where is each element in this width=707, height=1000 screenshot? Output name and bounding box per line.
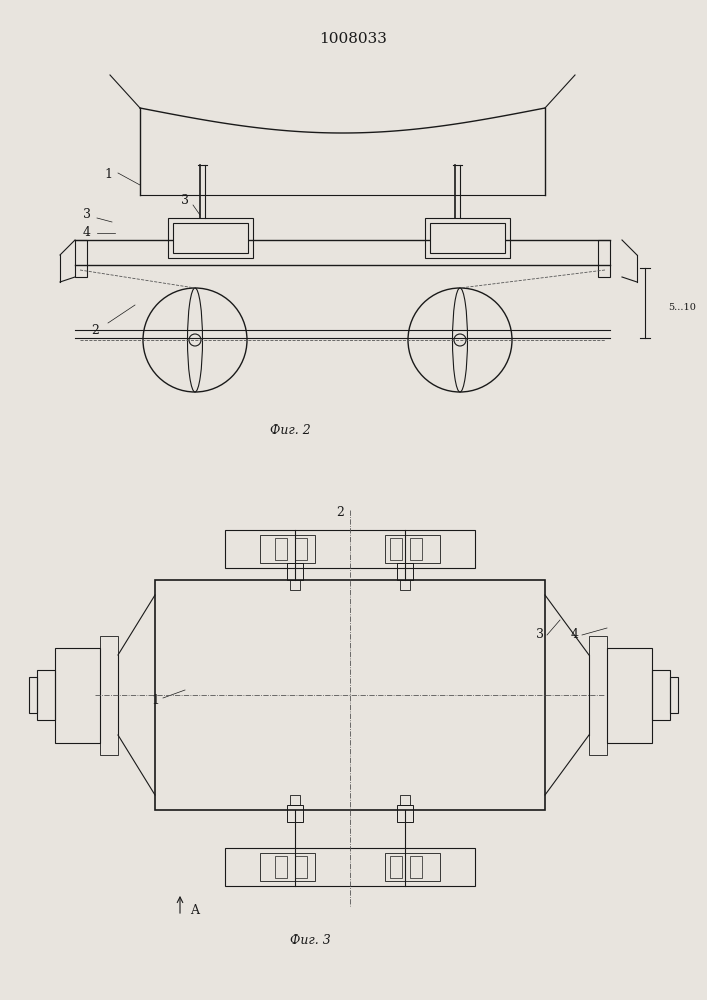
Bar bbox=[385, 535, 440, 563]
Text: 2: 2 bbox=[91, 324, 99, 336]
Text: 1: 1 bbox=[104, 168, 112, 182]
Bar bbox=[295, 856, 307, 878]
Bar bbox=[652, 670, 670, 720]
Bar bbox=[100, 636, 118, 755]
Text: 5...10: 5...10 bbox=[668, 302, 696, 312]
Bar bbox=[37, 670, 55, 720]
Bar bbox=[275, 856, 287, 878]
Text: 1008033: 1008033 bbox=[319, 32, 387, 46]
Bar bbox=[275, 538, 287, 560]
Bar bbox=[173, 223, 248, 253]
Bar bbox=[385, 853, 440, 881]
Bar bbox=[287, 563, 303, 580]
Bar bbox=[287, 805, 303, 822]
Bar bbox=[75, 240, 87, 277]
Bar bbox=[260, 853, 315, 881]
Bar bbox=[410, 538, 422, 560]
Bar bbox=[430, 223, 505, 253]
Text: 4: 4 bbox=[571, 629, 579, 642]
Bar bbox=[168, 218, 253, 258]
Bar bbox=[425, 218, 510, 258]
Bar bbox=[410, 856, 422, 878]
Text: 3: 3 bbox=[536, 629, 544, 642]
Text: 3: 3 bbox=[181, 194, 189, 207]
Text: 4: 4 bbox=[83, 227, 91, 239]
Bar bbox=[225, 530, 475, 568]
Bar bbox=[397, 805, 413, 822]
Bar bbox=[670, 677, 678, 713]
Text: 1: 1 bbox=[151, 694, 159, 706]
Bar bbox=[390, 538, 402, 560]
Bar bbox=[295, 538, 307, 560]
Bar bbox=[260, 535, 315, 563]
Bar bbox=[290, 795, 300, 805]
Bar bbox=[155, 580, 545, 810]
Bar bbox=[607, 648, 652, 743]
Bar bbox=[29, 677, 37, 713]
Text: 3: 3 bbox=[83, 209, 91, 222]
Text: Фиг. 2: Фиг. 2 bbox=[269, 424, 310, 436]
Bar bbox=[55, 648, 100, 743]
Bar bbox=[589, 636, 607, 755]
Bar bbox=[598, 240, 610, 277]
Bar bbox=[390, 856, 402, 878]
Text: Фиг. 3: Фиг. 3 bbox=[290, 934, 330, 948]
Text: A: A bbox=[190, 904, 199, 918]
Bar bbox=[397, 563, 413, 580]
Bar bbox=[400, 580, 410, 590]
Bar bbox=[225, 848, 475, 886]
Bar bbox=[400, 795, 410, 805]
Bar bbox=[290, 580, 300, 590]
Text: 2: 2 bbox=[336, 506, 344, 518]
